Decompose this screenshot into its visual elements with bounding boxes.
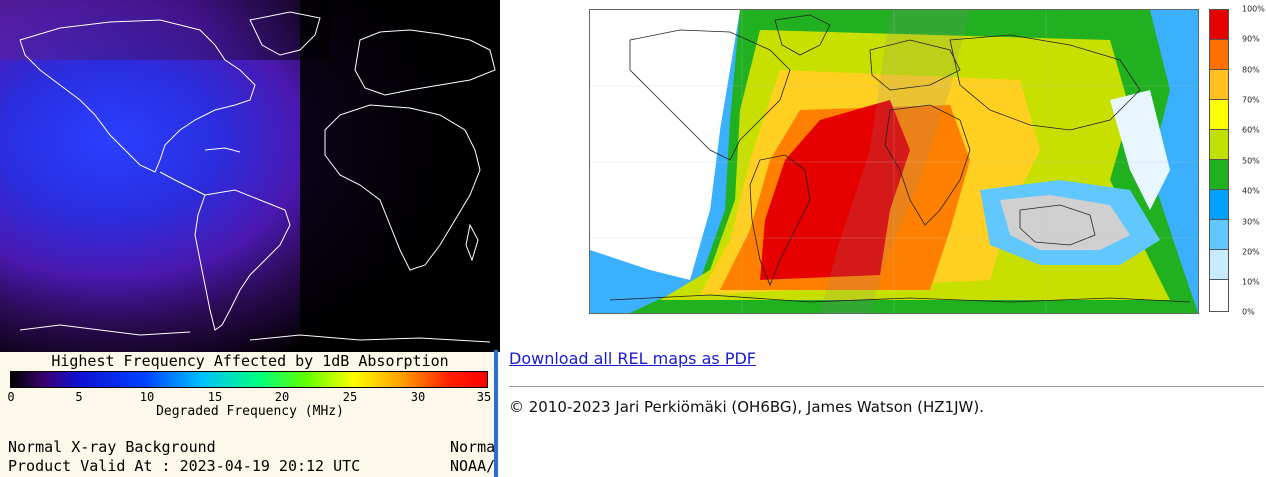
legend-label: 50% <box>1242 156 1260 166</box>
legend-label: 70% <box>1242 95 1260 105</box>
frequency-colorbar <box>10 371 488 388</box>
legend-swatch-50-60 <box>1209 129 1229 160</box>
legend-label: 20% <box>1242 247 1260 257</box>
legend-swatch-90-100 <box>1209 9 1229 40</box>
footer-divider <box>509 386 1264 387</box>
rel-map-graphic <box>590 10 1198 313</box>
colorbar-tick: 30 <box>410 390 426 404</box>
clipped-status-text: Norma <box>450 438 496 456</box>
legend-swatch-10-20 <box>1209 249 1229 280</box>
absorption-map-graphic <box>0 0 500 352</box>
colorbar-tick: 35 <box>476 390 492 404</box>
d-region-absorption-map <box>0 0 500 352</box>
colorbar-tick: 0 <box>7 390 15 404</box>
legend-label: 100% <box>1242 4 1265 14</box>
legend-swatch-30-40 <box>1209 189 1229 220</box>
legend-swatch-60-70 <box>1209 99 1229 130</box>
legend-swatch-40-50 <box>1209 159 1229 190</box>
product-valid-time: Product Valid At : 2023-04-19 20:12 UTC <box>8 457 361 475</box>
colorbar-tick: 5 <box>75 390 83 404</box>
scrollbar-edge <box>494 350 498 477</box>
legend-label: 40% <box>1242 186 1260 196</box>
legend-swatch-0-10 <box>1209 279 1229 312</box>
colorbar-axis-label: Degraded Frequency (MHz) <box>156 404 344 419</box>
rel-percentage-legend <box>1209 9 1233 312</box>
legend-label: 30% <box>1242 217 1260 227</box>
colorbar-tick: 25 <box>342 390 358 404</box>
legend-swatch-80-90 <box>1209 39 1229 70</box>
legend-label: 60% <box>1242 125 1260 135</box>
download-rel-pdf-link[interactable]: Download all REL maps as PDF <box>509 349 756 368</box>
legend-label: 90% <box>1242 34 1260 44</box>
rel-reliability-map <box>589 9 1199 314</box>
xray-status-text: Normal X-ray Background <box>8 438 216 456</box>
colorbar-title: Highest Frequency Affected by 1dB Absorp… <box>51 352 449 370</box>
legend-swatch-20-30 <box>1209 219 1229 250</box>
d-region-absorption-panel: Highest Frequency Affected by 1dB Absorp… <box>0 0 500 477</box>
colorbar-tick: 20 <box>274 390 290 404</box>
clipped-source-text: NOAA/ <box>450 457 496 475</box>
legend-swatch-70-80 <box>1209 69 1229 100</box>
colorbar-tick: 15 <box>207 390 223 404</box>
legend-label: 0% <box>1242 307 1255 317</box>
copyright-text: © 2010-2023 Jari Perkiömäki (OH6BG), Jam… <box>509 398 984 416</box>
legend-label: 80% <box>1242 65 1260 75</box>
legend-label: 10% <box>1242 277 1260 287</box>
colorbar-tick: 10 <box>139 390 155 404</box>
